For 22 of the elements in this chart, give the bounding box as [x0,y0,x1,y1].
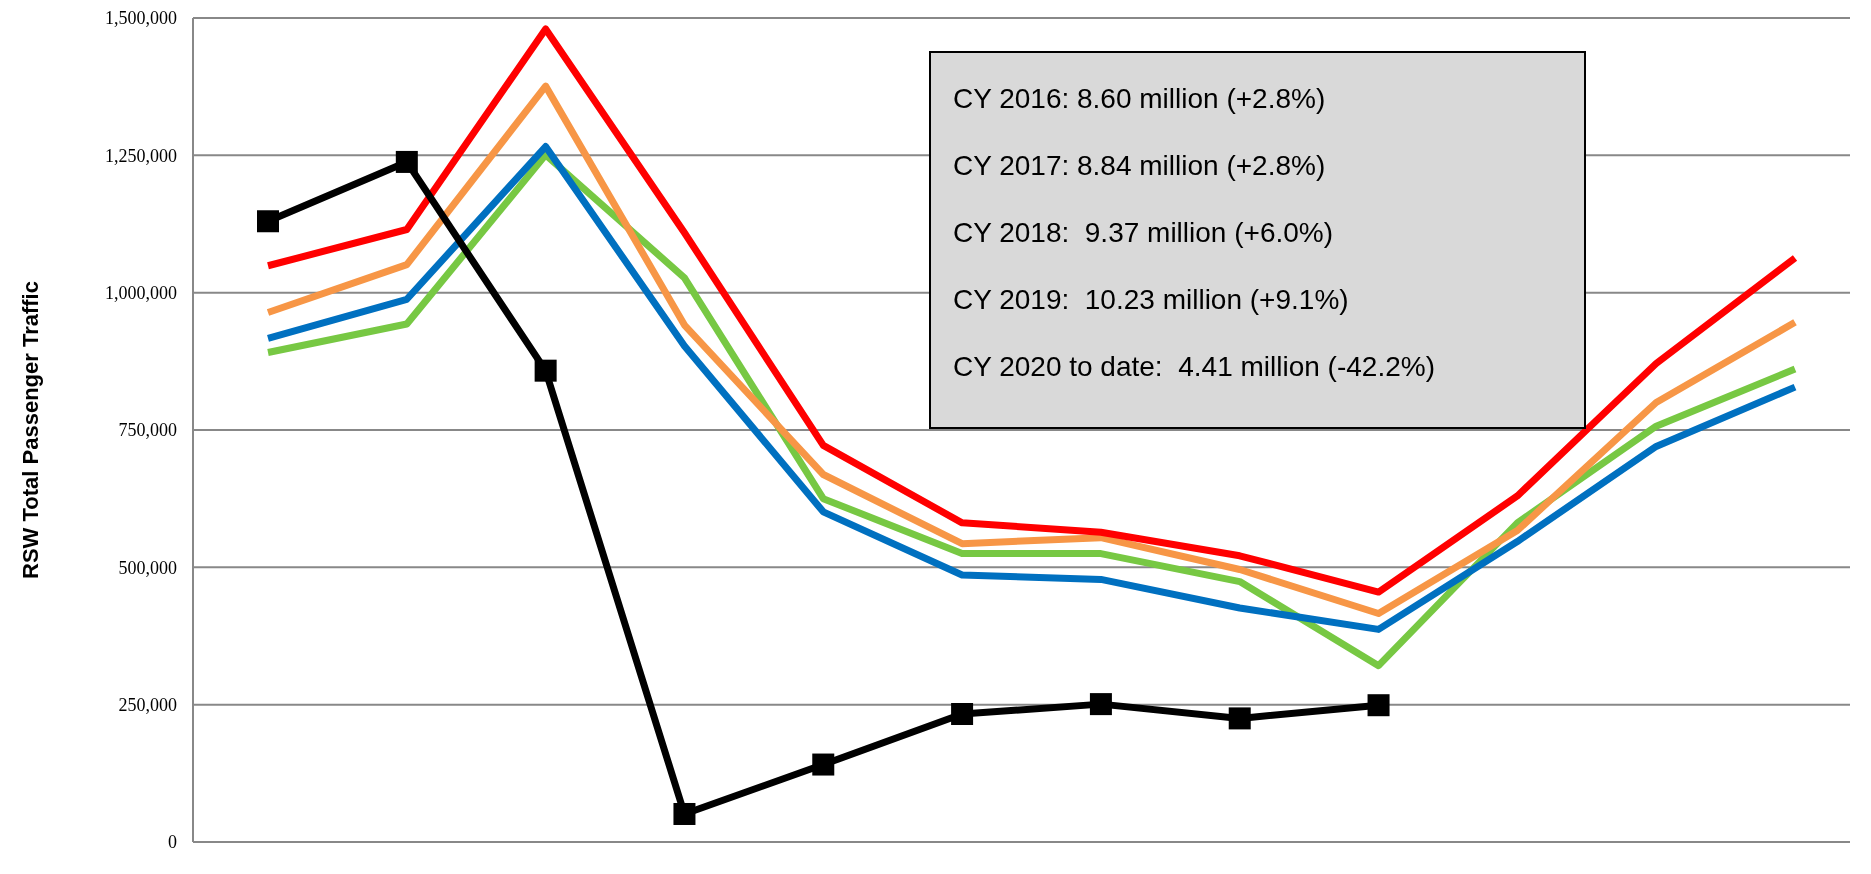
y-tick-label: 0 [168,832,177,853]
y-axis-title: RSW Total Passenger Traffic [18,281,43,579]
annotation: CY 2019: 10.23 million (+9.1%) [953,284,1349,315]
y-tick-label: 1,000,000 [105,282,177,303]
annotation: CY 2020 to date: 4.41 million (-42.2%) [953,351,1435,382]
annotation: CY 2016: 8.60 million (+2.8%) [953,83,1326,114]
y-tick-label: 750,000 [118,420,177,441]
annotation: CY 2017: 8.84 million (+2.8%) [953,150,1326,181]
annotation: CY 2018: 9.37 million (+6.0%) [953,217,1334,248]
y-tick-label: 250,000 [118,694,177,715]
point [395,150,418,173]
point [1089,693,1112,716]
point [257,210,279,233]
point [534,359,557,382]
y-tick-label: 1,250,000 [105,145,177,166]
point [951,703,974,726]
y-tick-label: 1,500,000 [105,8,177,29]
point [812,753,835,776]
point [1367,694,1390,717]
point [1228,707,1251,730]
y-tick-label: 500,000 [118,557,177,578]
point [673,802,696,825]
